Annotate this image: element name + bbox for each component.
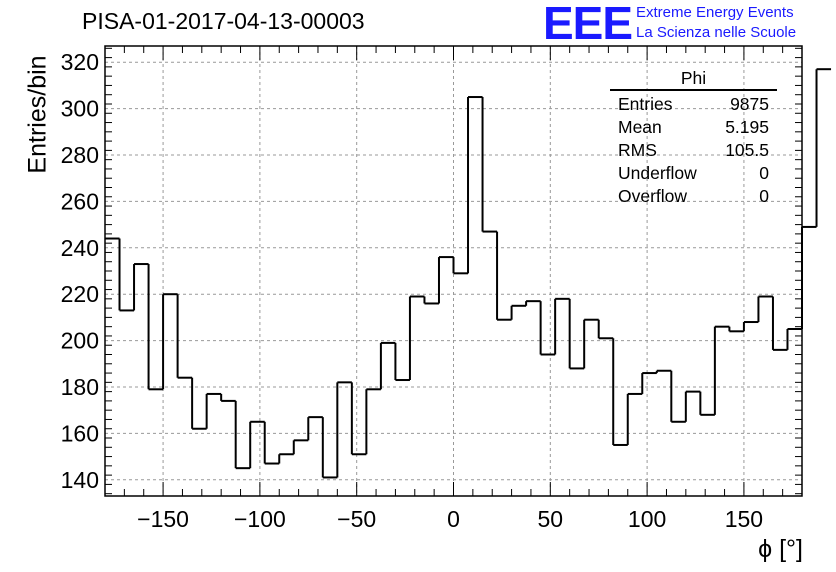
stats-value: 5.195	[725, 117, 769, 137]
eee-logo: EEE	[543, 0, 633, 49]
stats-label: Entries	[618, 94, 673, 114]
tick-labels: −150 −100 −50 0 50 100 150 140 160 180 200 220 240 26…	[61, 49, 763, 532]
x-axis-label: ϕ [°]	[758, 535, 803, 563]
y-tick-label: 260	[61, 188, 99, 214]
y-tick-label: 200	[61, 328, 99, 354]
stats-value: 0	[759, 163, 769, 183]
stats-box: Phi Entries 9875 Mean 5.195 RMS 105.5 Un…	[610, 68, 777, 208]
x-tick-label: −100	[234, 506, 286, 532]
stats-value: 9875	[730, 94, 769, 114]
chart-title: PISA-01-2017-04-13-00003	[82, 8, 365, 34]
stats-row-underflow: Underflow 0	[610, 162, 777, 185]
x-tick-label: −50	[337, 506, 376, 532]
stats-label: Overflow	[618, 186, 688, 206]
axis-ticks	[104, 46, 803, 496]
x-tick-label: 50	[538, 506, 564, 532]
stats-value: 0	[759, 186, 769, 206]
stats-box-title: Phi	[610, 68, 777, 91]
stats-label: RMS	[618, 140, 657, 160]
y-axis-label: Entries/bin	[23, 55, 52, 174]
logo-line-2: La Scienza nelle Scuole	[636, 24, 797, 41]
y-tick-label: 160	[61, 420, 99, 446]
stats-label: Mean	[618, 117, 662, 137]
logo-line-1: Extreme Energy Events	[636, 4, 794, 21]
grid-lines	[105, 46, 802, 496]
y-tick-label: 320	[61, 49, 99, 75]
eee-logo-text: Extreme Energy Events La Scienza nelle S…	[636, 3, 796, 43]
stats-label: Underflow	[618, 163, 697, 183]
x-tick-label: 0	[447, 506, 460, 532]
stats-row-overflow: Overflow 0	[610, 185, 777, 208]
y-tick-label: 300	[61, 96, 99, 122]
y-tick-label: 220	[61, 281, 99, 307]
y-tick-label: 140	[61, 467, 99, 493]
stats-value: 105.5	[725, 140, 769, 160]
x-tick-label: 150	[725, 506, 763, 532]
y-tick-label: 180	[61, 374, 99, 400]
stats-row-mean: Mean 5.195	[610, 116, 777, 139]
y-tick-label: 240	[61, 235, 99, 261]
x-tick-label: −150	[137, 506, 189, 532]
histogram-series	[105, 68, 832, 479]
x-tick-label: 100	[628, 506, 666, 532]
stats-row-entries: Entries 9875	[610, 93, 777, 116]
stats-row-rms: RMS 105.5	[610, 139, 777, 162]
y-tick-label: 280	[61, 142, 99, 168]
